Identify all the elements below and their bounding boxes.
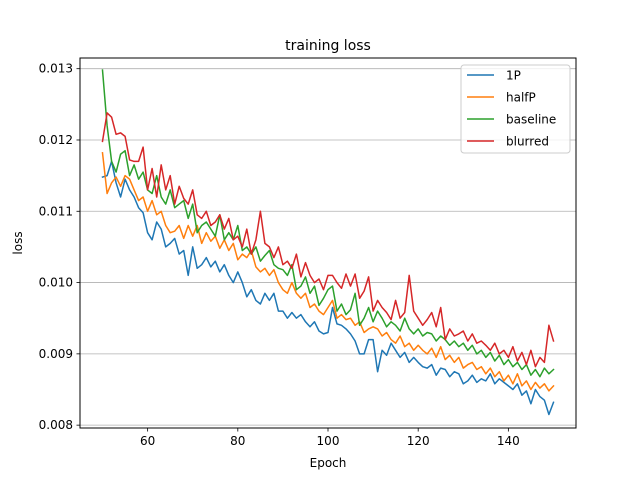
legend-label-baseline: baseline (506, 113, 556, 127)
series-line-blurred (101, 112, 555, 368)
legend-box (460, 64, 571, 154)
legend-label-1P: 1P (506, 69, 521, 83)
series-lines (101, 69, 555, 416)
y-tick-label: 0.013 (39, 62, 73, 76)
y-axis-label: loss (11, 231, 25, 254)
y-tick-label: 0.008 (39, 418, 73, 432)
x-tick-label: 140 (497, 434, 520, 448)
x-axis-ticks: 60 80 100 120 140 (140, 428, 520, 448)
x-axis-label: Epoch (310, 456, 347, 470)
x-tick-label: 80 (230, 434, 245, 448)
y-tick-label: 0.009 (39, 347, 73, 361)
legend-label-blurred: blurred (506, 135, 549, 149)
x-tick-label: 100 (317, 434, 340, 448)
chart-title: training loss (285, 38, 371, 54)
legend: 1P halfP baseline blurred (460, 64, 571, 154)
y-tick-label: 0.010 (39, 276, 73, 290)
x-tick-label: 120 (407, 434, 430, 448)
y-tick-label: 0.012 (39, 133, 73, 147)
series-line-baseline (101, 69, 555, 378)
series-line-1P (101, 160, 555, 416)
y-tick-label: 0.011 (39, 204, 73, 218)
series-line-halfP (101, 151, 555, 392)
legend-label-halfP: halfP (506, 91, 536, 105)
y-axis-ticks: 0.008 0.009 0.010 0.011 0.012 0.013 (39, 62, 80, 432)
x-tick-label: 60 (140, 434, 155, 448)
